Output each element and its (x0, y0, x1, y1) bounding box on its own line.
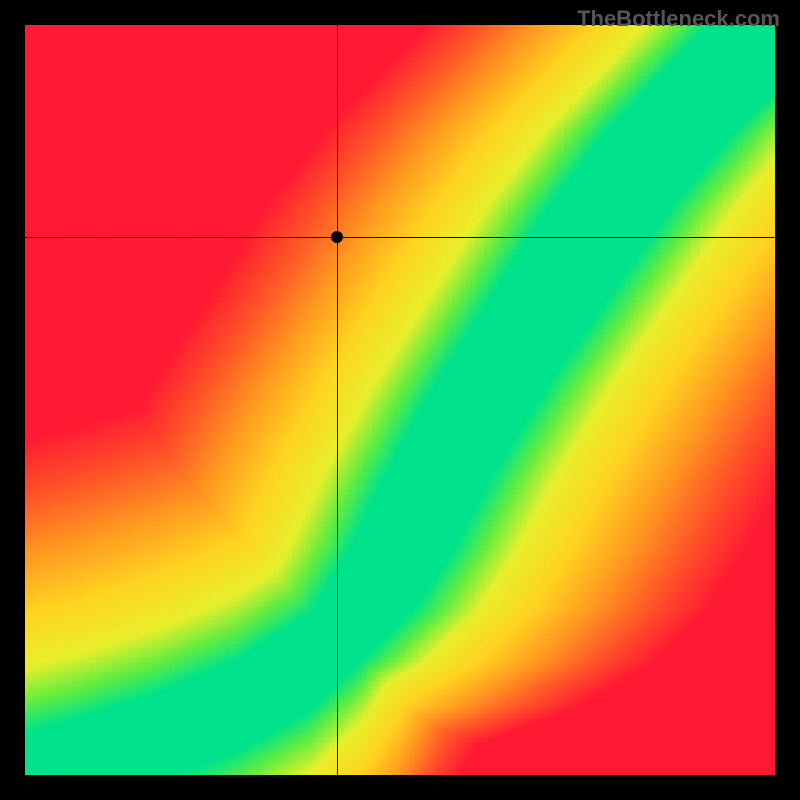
crosshair-vertical (337, 25, 338, 775)
watermark-text: TheBottleneck.com (577, 6, 780, 32)
crosshair-marker (331, 231, 343, 243)
chart-container: TheBottleneck.com (0, 0, 800, 800)
heatmap-canvas (25, 25, 775, 775)
crosshair-horizontal (25, 237, 775, 238)
